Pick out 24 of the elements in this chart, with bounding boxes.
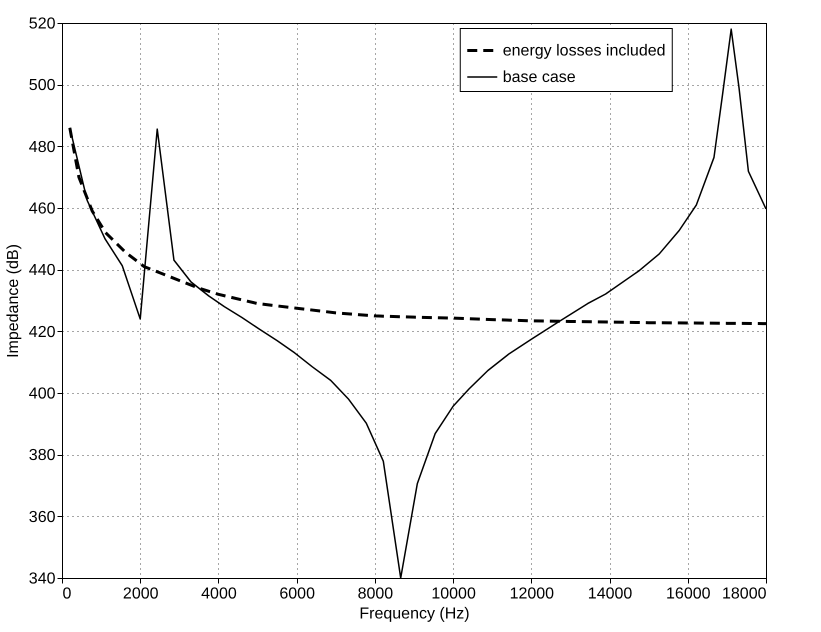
x-tick-label: 12000: [510, 586, 554, 602]
x-tick-label: 6000: [279, 586, 316, 602]
y-tick-label: 420: [28, 324, 56, 341]
x-tick-label: 0: [62, 586, 72, 602]
y-tick-label: 400: [28, 386, 56, 402]
y-tick-label: 340: [28, 570, 56, 588]
y-tick-label: 500: [28, 77, 56, 94]
y-tick-label: 480: [28, 138, 56, 156]
legend-label: base case: [502, 69, 576, 86]
x-tick-label: 18000: [722, 586, 767, 602]
x-tick-label: 14000: [588, 586, 632, 602]
x-tick-label: 2000: [122, 586, 159, 602]
legend-label: energy losses included: [502, 42, 666, 60]
y-tick-label: 520: [28, 16, 56, 32]
y-tick-label: 360: [28, 508, 56, 526]
x-tick-label: 16000: [666, 586, 711, 602]
y-axis-title: Impedance (dB): [4, 244, 22, 358]
x-axis-title: Frequency (Hz): [359, 606, 470, 622]
y-tick-label: 380: [28, 447, 56, 464]
y-tick-label: 460: [28, 200, 56, 218]
x-tick-label: 10000: [431, 586, 476, 602]
y-tick-label: 440: [28, 262, 56, 280]
x-tick-label: 8000: [358, 586, 394, 602]
x-tick-label: 4000: [201, 586, 237, 602]
